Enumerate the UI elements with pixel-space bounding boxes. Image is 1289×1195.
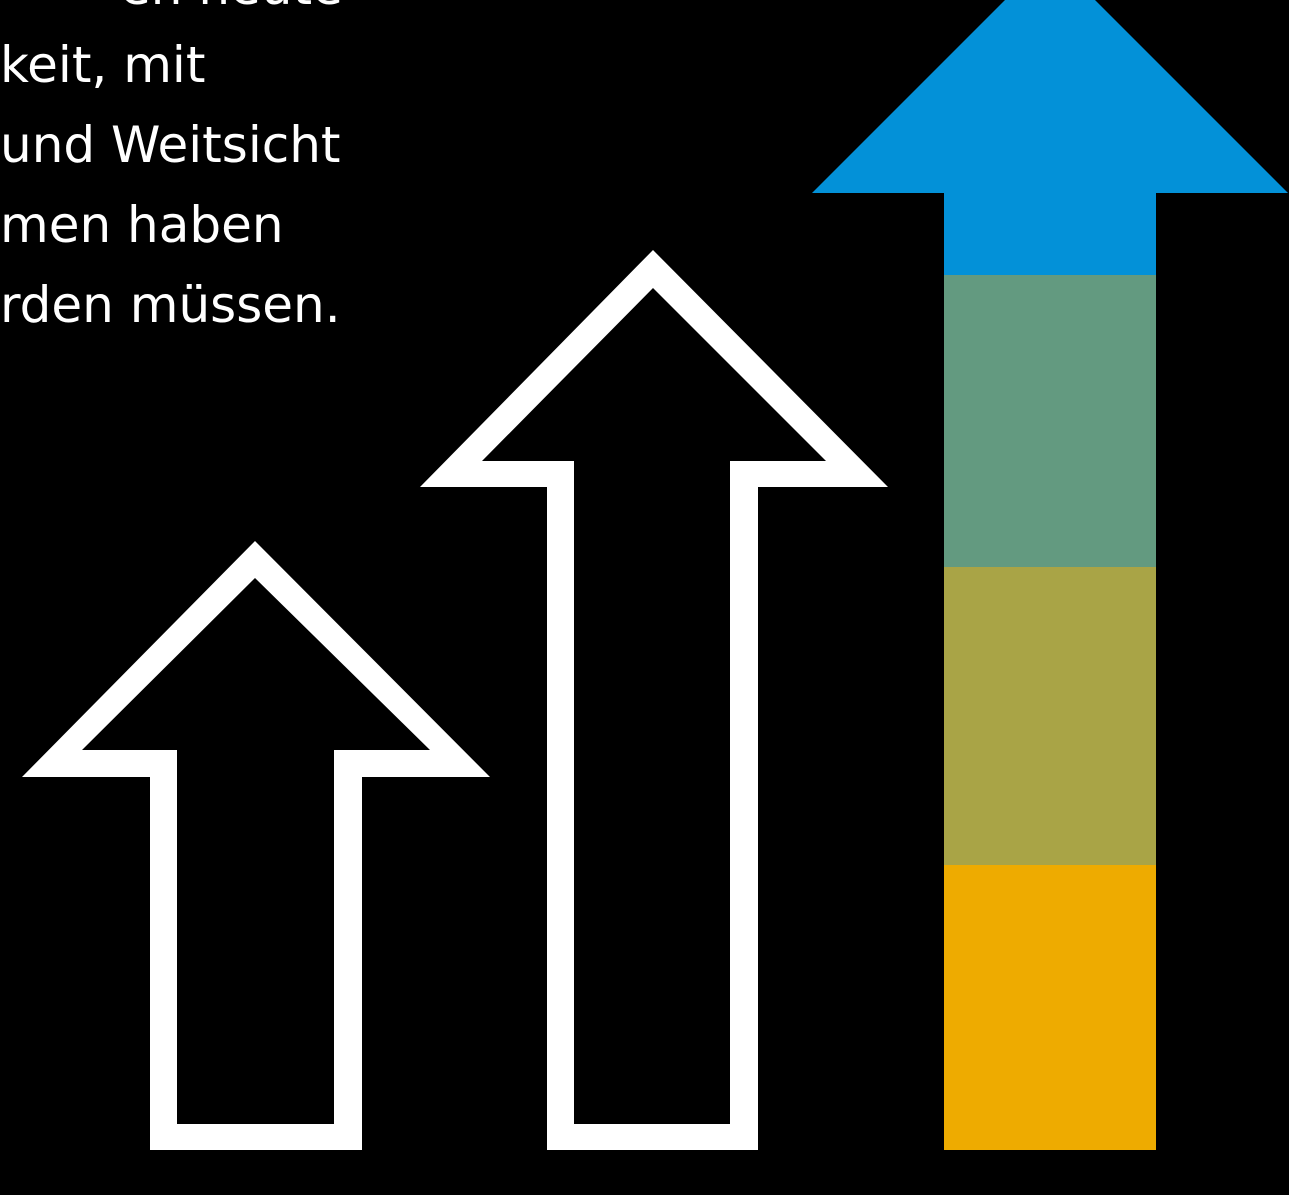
outline-arrow-medium [420, 250, 888, 1150]
arrow-inner [482, 288, 826, 1124]
colored-arrow [812, 0, 1288, 1150]
segment-green [944, 275, 1156, 567]
segment-olive [944, 567, 1156, 865]
segment-orange [944, 865, 1156, 1150]
text-line: keit, mit [0, 36, 205, 94]
outline-arrow-small [22, 541, 490, 1150]
arrow-head-blue [812, 0, 1288, 276]
text-line: rden müssen. [0, 276, 341, 334]
text-line: und Weitsicht [0, 116, 341, 174]
text-line: men haben [0, 196, 284, 254]
text-block: en heute keit, mit und Weitsicht men hab… [0, 0, 343, 334]
text-line: en heute [120, 0, 343, 16]
arrow-inner [82, 578, 430, 1124]
